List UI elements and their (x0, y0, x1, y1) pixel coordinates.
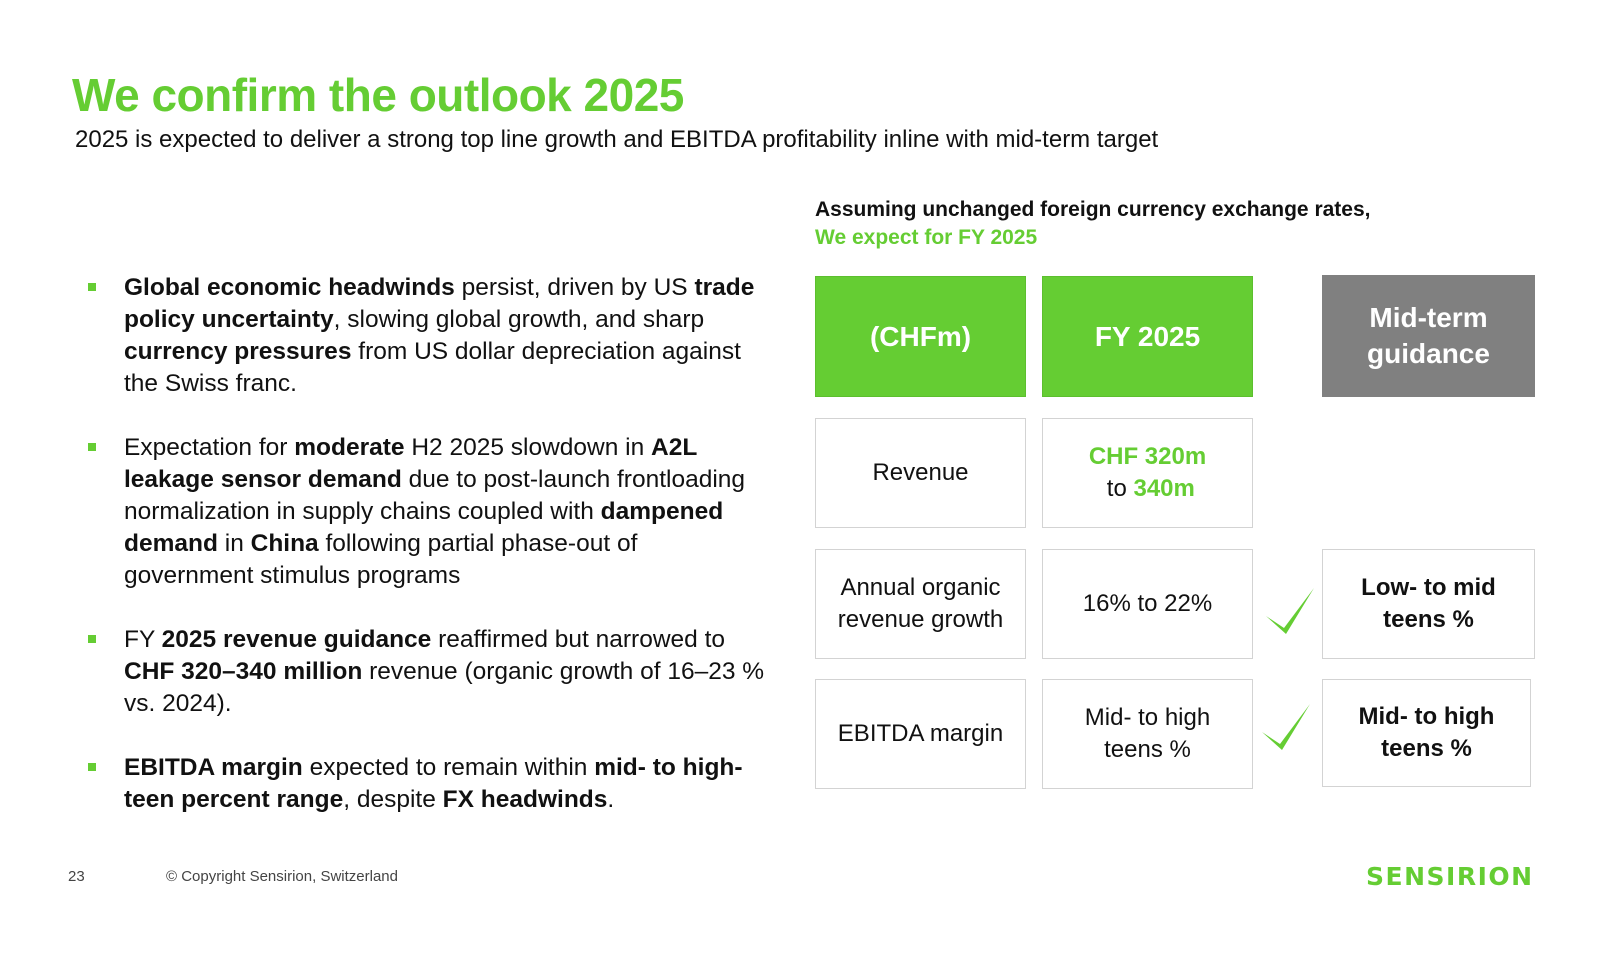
check-icon (1266, 588, 1314, 634)
assumption-note: Assuming unchanged foreign currency exch… (815, 196, 1371, 252)
bullet-emphasis: FX headwinds (442, 786, 608, 813)
bullet-marker (88, 763, 96, 771)
bullet-text: Global economic headwinds persist, drive… (124, 274, 754, 397)
row-label-revenue: Revenue (815, 418, 1026, 528)
revenue-fy2025-value: CHF 320m to 340m (1042, 418, 1253, 528)
bullet-emphasis: EBITDA margin (124, 754, 303, 781)
bullet-emphasis: Global economic headwinds (124, 274, 455, 301)
ebitda-fy2025-value: Mid- to high teens % (1042, 679, 1253, 789)
page-subtitle: 2025 is expected to deliver a strong top… (75, 126, 1159, 153)
row-label-growth: Annual organic revenue growth (815, 549, 1026, 659)
bullet-segment: reaffirmed but narrowed to (431, 626, 726, 653)
check-icon (1262, 704, 1310, 750)
bullet-marker (88, 283, 96, 291)
bullet-segment: persist, driven by US (454, 274, 695, 301)
bullet-item: Expectation for moderate H2 2025 slowdow… (86, 432, 766, 592)
growth-midterm-value: Low- to mid teens % (1322, 549, 1535, 659)
bullet-segment: in (217, 530, 251, 557)
assumption-line-1: Assuming unchanged foreign currency exch… (815, 198, 1371, 221)
page-title: We confirm the outlook 2025 (72, 69, 684, 121)
bullet-emphasis: trade policy uncertainty (124, 274, 755, 333)
page-number: 23 (68, 868, 85, 885)
growth-fy2025-value: 16% to 22% (1042, 549, 1253, 659)
bullet-segment: . (607, 786, 615, 813)
ebitda-midterm-value: Mid- to high teens % (1322, 679, 1531, 787)
bullet-item: Global economic headwinds persist, drive… (86, 272, 766, 400)
copyright-text: © Copyright Sensirion, Switzerland (166, 868, 398, 885)
header-unit: (CHFm) (815, 276, 1026, 397)
revenue-to: to (1100, 475, 1134, 502)
header-midterm: Mid-term guidance (1322, 275, 1535, 397)
bullet-text: FY 2025 revenue guidance reaffirmed but … (124, 626, 764, 717)
bullet-segment: from US dollar depreciation against the … (124, 338, 741, 397)
sensirion-logo: SENSIRION (1366, 862, 1534, 891)
bullet-marker (88, 443, 96, 451)
bullet-segment: , despite (343, 786, 443, 813)
bullet-segment: revenue (organic growth of 16–23 % vs. 2… (124, 658, 765, 717)
bullet-text: EBITDA margin expected to remain within … (124, 754, 743, 813)
bullet-segment: due to post-launch frontloading normaliz… (124, 466, 746, 525)
bullet-list: Global economic headwinds persist, drive… (86, 272, 766, 848)
assumption-line-2: We expect for FY 2025 (815, 226, 1038, 249)
bullet-emphasis: China (250, 530, 319, 557)
bullet-emphasis: moderate (294, 434, 405, 461)
bullet-item: EBITDA margin expected to remain within … (86, 752, 766, 816)
bullet-emphasis: 2025 revenue guidance (161, 626, 432, 653)
revenue-low: CHF 320m (1088, 443, 1207, 470)
bullet-text: Expectation for moderate H2 2025 slowdow… (124, 434, 745, 589)
bullet-segment: FY (124, 626, 162, 653)
bullet-segment: H2 2025 slowdown in (404, 434, 652, 461)
revenue-high: 340m (1133, 475, 1195, 502)
bullet-segment: , slowing global growth, and sharp (333, 306, 705, 333)
bullet-emphasis: currency pressures (124, 338, 352, 365)
bullet-emphasis: A2L leakage sensor demand (124, 434, 697, 493)
bullet-segment: following partial phase-out of governmen… (124, 530, 638, 589)
bullet-emphasis: CHF 320–340 million (124, 658, 363, 685)
bullet-item: FY 2025 revenue guidance reaffirmed but … (86, 624, 766, 720)
bullet-marker (88, 635, 96, 643)
row-label-ebitda: EBITDA margin (815, 679, 1026, 789)
bullet-emphasis: dampened demand (124, 498, 724, 557)
bullet-segment: expected to remain within (302, 754, 595, 781)
bullet-segment: Expectation for (124, 434, 295, 461)
bullet-emphasis: mid- to high-teen percent range (124, 754, 743, 813)
header-fy2025: FY 2025 (1042, 276, 1253, 397)
